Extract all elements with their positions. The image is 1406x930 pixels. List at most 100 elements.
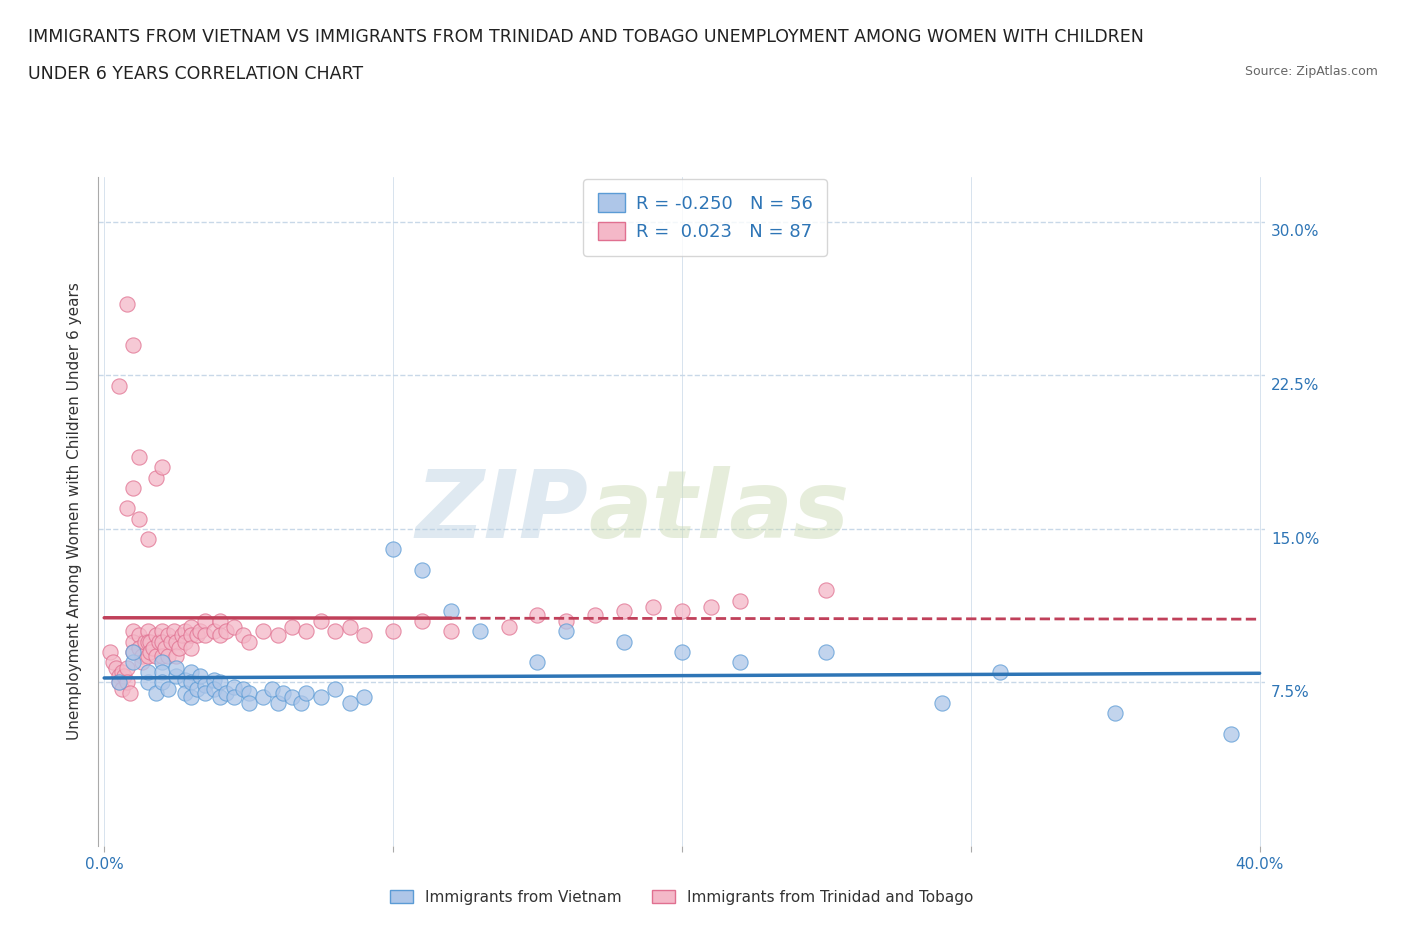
Point <box>150 624 173 639</box>
Point <box>202 624 225 639</box>
Y-axis label: Unemployment Among Women with Children Under 6 years: Unemployment Among Women with Children U… <box>67 283 83 740</box>
Point <box>202 681 225 696</box>
Point <box>142 640 165 655</box>
Point <box>156 628 179 643</box>
Point <box>188 669 211 684</box>
Point <box>134 634 156 649</box>
Point <box>174 624 197 639</box>
Point <box>309 614 332 629</box>
Point <box>252 624 274 639</box>
Point <box>150 634 173 649</box>
Point <box>156 681 179 696</box>
Point <box>555 624 578 639</box>
Point <box>1219 726 1241 741</box>
Point <box>290 696 312 711</box>
Point <box>172 628 194 643</box>
Point <box>174 634 197 649</box>
Point <box>232 681 254 696</box>
Point <box>174 685 197 700</box>
Point <box>117 297 139 312</box>
Point <box>165 660 187 675</box>
Point <box>498 619 520 634</box>
Point <box>260 681 283 696</box>
Point <box>202 673 225 688</box>
Point <box>271 685 294 700</box>
Point <box>295 685 318 700</box>
Point <box>214 624 236 639</box>
Point <box>931 696 953 711</box>
Point <box>145 648 167 663</box>
Point <box>107 669 129 684</box>
Point <box>613 604 636 618</box>
Point <box>526 655 548 670</box>
Point <box>180 689 202 704</box>
Point <box>526 607 548 622</box>
Point <box>988 665 1011 680</box>
Point <box>136 532 159 547</box>
Point <box>194 677 217 692</box>
Point <box>122 644 145 659</box>
Point <box>136 624 159 639</box>
Point <box>131 648 153 663</box>
Point <box>180 640 202 655</box>
Point <box>136 665 159 680</box>
Point <box>145 628 167 643</box>
Point <box>208 628 231 643</box>
Point <box>353 689 375 704</box>
Point <box>339 696 361 711</box>
Point <box>323 624 346 639</box>
Point <box>309 689 332 704</box>
Text: Source: ZipAtlas.com: Source: ZipAtlas.com <box>1244 65 1378 78</box>
Point <box>180 665 202 680</box>
Point <box>153 640 176 655</box>
Point <box>120 685 142 700</box>
Point <box>122 655 145 670</box>
Point <box>145 685 167 700</box>
Point <box>440 604 463 618</box>
Point <box>107 675 129 690</box>
Point <box>174 673 197 688</box>
Point <box>165 669 187 684</box>
Point <box>468 624 491 639</box>
Point <box>208 675 231 690</box>
Point <box>136 675 159 690</box>
Point <box>145 471 167 485</box>
Point <box>128 640 150 655</box>
Point <box>411 614 433 629</box>
Point <box>555 614 578 629</box>
Point <box>339 619 361 634</box>
Point <box>98 644 121 659</box>
Point <box>295 624 318 639</box>
Point <box>150 648 173 663</box>
Point <box>815 583 838 598</box>
Point <box>107 675 129 690</box>
Point <box>180 675 202 690</box>
Point <box>128 512 150 526</box>
Point <box>238 685 260 700</box>
Point <box>583 607 606 622</box>
Point <box>117 501 139 516</box>
Point <box>1104 706 1126 721</box>
Point <box>139 644 162 659</box>
Point <box>165 648 187 663</box>
Point <box>150 460 173 475</box>
Point <box>169 640 191 655</box>
Point <box>194 614 217 629</box>
Text: UNDER 6 YEARS CORRELATION CHART: UNDER 6 YEARS CORRELATION CHART <box>28 65 363 83</box>
Point <box>136 634 159 649</box>
Point <box>208 689 231 704</box>
Point <box>728 593 751 608</box>
Point <box>180 619 202 634</box>
Point <box>700 599 723 614</box>
Text: 7.5%: 7.5% <box>1271 685 1310 700</box>
Point <box>728 655 751 670</box>
Point <box>671 604 693 618</box>
Point <box>162 624 184 639</box>
Text: ZIP: ZIP <box>416 466 589 557</box>
Point <box>613 634 636 649</box>
Text: 22.5%: 22.5% <box>1271 379 1320 393</box>
Point <box>131 655 153 670</box>
Point <box>117 675 139 690</box>
Point <box>224 689 246 704</box>
Point <box>117 660 139 675</box>
